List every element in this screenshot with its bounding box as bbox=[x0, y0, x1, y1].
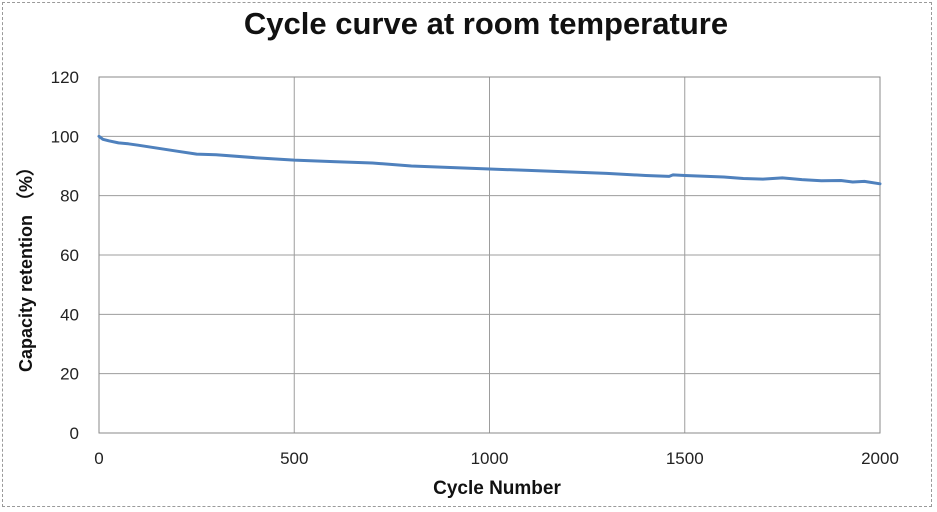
y-tick-label: 100 bbox=[51, 127, 79, 146]
y-tick-label: 120 bbox=[51, 68, 79, 87]
grid bbox=[98, 76, 881, 434]
x-tick-label: 500 bbox=[280, 449, 308, 468]
x-tick-label: 1500 bbox=[666, 449, 704, 468]
x-tick-label: 2000 bbox=[861, 449, 899, 468]
y-tick-label: 0 bbox=[70, 424, 79, 443]
chart-title: Cycle curve at room temperature bbox=[243, 6, 729, 41]
y-tick-label: 40 bbox=[60, 305, 79, 324]
y-tick-label: 20 bbox=[60, 365, 79, 384]
x-axis-title: Cycle Number bbox=[433, 478, 561, 499]
y-tick-label: 80 bbox=[60, 187, 79, 206]
tick-labels: 0 20 40 60 80 100 120 0 500 1000 1500 2000 bbox=[51, 68, 899, 468]
series bbox=[97, 134, 882, 186]
y-axis-title: Capacity retention （%） bbox=[16, 157, 36, 373]
x-tick-label: 0 bbox=[94, 449, 103, 468]
y-tick-label: 60 bbox=[60, 246, 79, 265]
plot-area-border bbox=[98, 76, 881, 434]
series-line bbox=[97, 134, 882, 186]
x-tick-label: 1000 bbox=[471, 449, 509, 468]
